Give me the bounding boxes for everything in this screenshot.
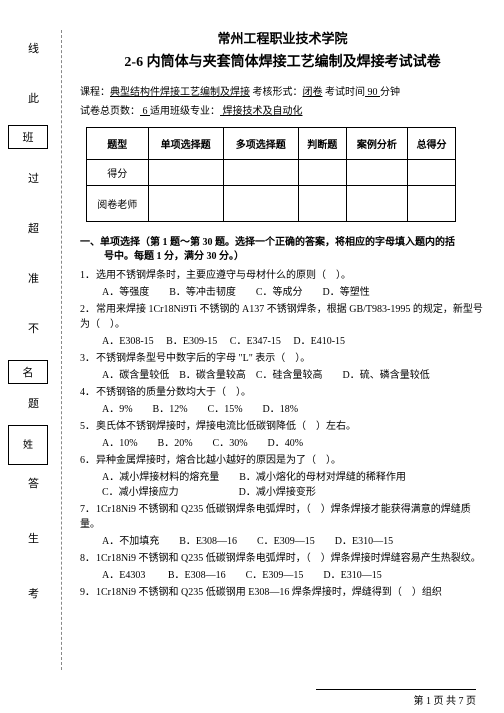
dashed-line	[61, 30, 62, 670]
row-label: 阅卷老师	[87, 185, 149, 221]
th: 题型	[87, 127, 149, 159]
meta-value: 闭卷	[303, 87, 323, 98]
question: 2．常用来焊接 1Cr18Ni9Ti 不锈钢的 A137 不锈钢焊条，根据 GB…	[80, 302, 485, 332]
th: 单项选择题	[148, 127, 223, 159]
question: 1．选用不锈钢焊条时，主要应遵守与母材什么的原则（ ）。	[80, 268, 485, 283]
cell	[148, 159, 223, 185]
exam-title: 2-6 内筒体与夹套筒体焊接工艺编制及焊接考试试卷	[80, 53, 485, 73]
meta-value: 典型结构件焊接工艺编制及焊接	[110, 87, 250, 98]
th: 判断题	[298, 127, 346, 159]
th: 多项选择题	[223, 127, 298, 159]
meta-value: 焊接技术及自动化	[220, 106, 303, 117]
cell	[223, 159, 298, 185]
side-box-class: 班	[8, 125, 48, 149]
side-char: 答	[28, 475, 39, 491]
side-char: 线	[28, 40, 39, 56]
row-label: 得分	[87, 159, 149, 185]
side-char: 过	[28, 170, 39, 186]
side-char: 准	[28, 270, 39, 286]
cell	[148, 185, 223, 221]
th: 总得分	[408, 127, 456, 159]
binding-margin: 线 此 班 过 超 准 不 名 题 姓 答 生 考	[6, 30, 66, 670]
cell	[298, 185, 346, 221]
options: A．不加填充 B．E308—16 C．E309—15 D．E310—15	[80, 534, 485, 549]
section-text: 一、单项选择（第 1 题～第 30 题。选择一个正确的答案，将相应的字母填入题内…	[80, 237, 455, 248]
options: A．E308-15 B．E309-15 C．E347-15 D．E410-15	[80, 334, 485, 349]
cell	[223, 185, 298, 221]
cell	[346, 159, 408, 185]
cell	[298, 159, 346, 185]
meta-label: 适用班级专业：	[150, 106, 220, 117]
question: 3．不锈钢焊条型号中数字后的字母 "L" 表示（ ）。	[80, 351, 485, 366]
section-text: 号中。每题 1 分，满分 30 分。）	[80, 251, 244, 262]
question-list: 1．选用不锈钢焊条时，主要应遵守与母材什么的原则（ ）。 A．等强度 B．等冲击韧…	[80, 268, 485, 600]
side-char: 考	[28, 585, 39, 601]
options: A．等强度 B．等冲击韧度 C．等成分 D．等塑性	[80, 285, 485, 300]
page-content: 常州工程职业技术学院 2-6 内筒体与夹套筒体焊接工艺编制及焊接考试试卷 课程：…	[80, 28, 485, 602]
side-char: 生	[28, 530, 39, 546]
question: 9．1Cr18Ni9 不锈钢和 Q235 低碳钢用 E308—16 焊条焊接时，…	[80, 585, 485, 600]
side-char: 题	[28, 395, 39, 411]
side-char: 超	[28, 220, 39, 236]
question: 4．不锈钢铬的质量分数均大于（ ）。	[80, 385, 485, 400]
question: 8．1Cr18Ni9 不锈钢和 Q235 低碳钢焊条电弧焊时，（ ）焊条焊接时焊…	[80, 551, 485, 566]
options: A．10% B．20% C．30% D．40%	[80, 436, 485, 451]
section-heading: 一、单项选择（第 1 题～第 30 题。选择一个正确的答案，将相应的字母填入题内…	[80, 236, 485, 264]
question: 7．1Cr18Ni9 不锈钢和 Q235 低碳钢焊条电弧焊时，（ ）焊条焊接才能…	[80, 502, 485, 532]
cell	[346, 185, 408, 221]
cell	[408, 159, 456, 185]
th: 案例分析	[346, 127, 408, 159]
page-footer: 第 1 页 共 7 页	[316, 689, 476, 707]
meta-label: 试卷总页数：	[80, 106, 140, 117]
side-box-name: 名	[8, 360, 48, 384]
meta-line-1: 课程：典型结构件焊接工艺编制及焊接 考核形式：闭卷 考试时间 90 分钟	[80, 85, 485, 100]
side-char: 不	[28, 320, 39, 336]
meta-value: 6	[140, 106, 150, 117]
meta-line-2: 试卷总页数： 6 适用班级专业： 焊接技术及自动化	[80, 104, 485, 119]
meta-label: 考试时间	[323, 87, 366, 98]
question: 5．奥氏体不锈钢焊接时，焊接电流比低碳钢降低（ ）左右。	[80, 419, 485, 434]
score-table: 题型 单项选择题 多项选择题 判断题 案例分析 总得分 得分 阅卷老师	[86, 127, 456, 222]
meta-label: 分钟	[380, 87, 400, 98]
options: A．9% B．12% C．15% D．18%	[80, 402, 485, 417]
meta-label: 课程：	[80, 87, 110, 98]
side-char: 此	[28, 90, 39, 106]
cell	[408, 185, 456, 221]
meta-value: 90	[365, 87, 380, 98]
options: A．碳含量较低 B．碳含量较高 C．硅含量较高 D．硫、磷含量较低	[80, 368, 485, 383]
side-box-surname: 姓	[8, 425, 48, 465]
meta-label: 考核形式：	[250, 87, 303, 98]
options: A．减小焊接材料的熔充量 B．减小熔化的母材对焊缝的稀释作用C．减小焊接应力 D…	[80, 470, 485, 500]
question: 6．异种金属焊接时，熔合比越小越好的原因是为了（ ）。	[80, 453, 485, 468]
school-name: 常州工程职业技术学院	[80, 28, 485, 47]
options: A．E4303 B．E308—16 C．E309—15 D．E310—15	[80, 568, 485, 583]
